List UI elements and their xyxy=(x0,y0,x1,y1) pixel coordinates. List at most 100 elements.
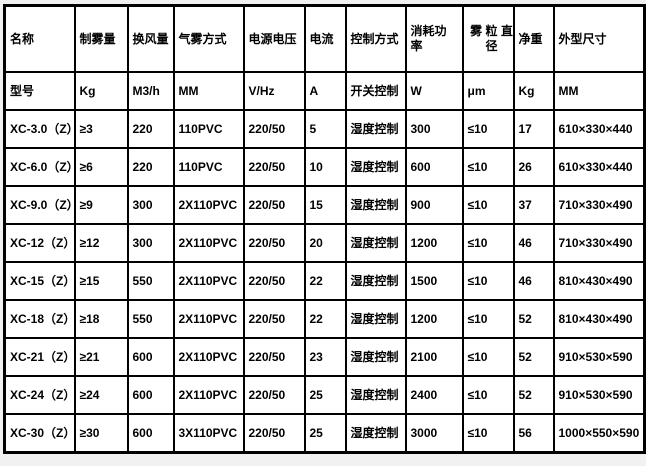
cell-air-exchange: 220 xyxy=(126,147,175,187)
cell-air-exchange: 600 xyxy=(126,375,175,415)
spec-table: 名称 制雾量 换风量 气雾方式 电源电压 电流 控制方式 消耗功率 雾 粒 直 … xyxy=(3,4,646,454)
cell-net-weight: 37 xyxy=(512,185,555,225)
cell-model: XC-15（Z） xyxy=(3,261,76,301)
cell-voltage: 220/50 xyxy=(242,185,306,225)
unit-control-method: 开关控制 xyxy=(344,71,407,111)
cell-dimensions: 810×430×490 xyxy=(552,261,646,301)
header-control-method: 控制方式 xyxy=(344,4,407,73)
cell-air-exchange: 220 xyxy=(126,109,175,149)
cell-particle-diameter: ≤10 xyxy=(461,337,515,377)
header-air-exchange: 换风量 xyxy=(126,4,175,73)
unit-particle-diameter: μm xyxy=(461,71,515,111)
cell-aerosol-method: 110PVC xyxy=(172,147,245,187)
cell-voltage: 220/50 xyxy=(242,337,306,377)
cell-model: XC-12（Z） xyxy=(3,223,76,263)
cell-fog-output: ≥24 xyxy=(73,375,129,415)
cell-fog-output: ≥30 xyxy=(73,413,129,454)
cell-dimensions: 610×330×440 xyxy=(552,147,646,187)
cell-particle-diameter: ≤10 xyxy=(461,413,515,454)
cell-fog-output: ≥9 xyxy=(73,185,129,225)
table-row-xc-24: XC-24（Z） ≥24 600 2X110PVC 220/50 25 湿度控制… xyxy=(3,375,646,415)
cell-particle-diameter: ≤10 xyxy=(461,299,515,339)
cell-particle-diameter: ≤10 xyxy=(461,147,515,187)
header-fog-output: 制雾量 xyxy=(73,4,129,73)
cell-air-exchange: 300 xyxy=(126,185,175,225)
cell-aerosol-method: 110PVC xyxy=(172,109,245,149)
cell-current: 15 xyxy=(303,185,347,225)
unit-row: 型号 Kg M3/h MM V/Hz A 开关控制 W μm Kg MM xyxy=(3,71,646,111)
unit-power-consumption: W xyxy=(404,71,464,111)
header-voltage: 电源电压 xyxy=(242,4,306,73)
header-dimensions: 外型尺寸 xyxy=(552,4,646,73)
cell-power-consumption: 300 xyxy=(404,109,464,149)
cell-power-consumption: 900 xyxy=(404,185,464,225)
cell-dimensions: 910×530×590 xyxy=(552,337,646,377)
cell-dimensions: 610×330×440 xyxy=(552,109,646,149)
cell-aerosol-method: 2X110PVC xyxy=(172,337,245,377)
cell-voltage: 220/50 xyxy=(242,299,306,339)
unit-dimensions: MM xyxy=(552,71,646,111)
cell-current: 25 xyxy=(303,375,347,415)
table-row-xc-30: XC-30（Z） ≥30 600 3X110PVC 220/50 25 湿度控制… xyxy=(3,413,646,454)
cell-current: 23 xyxy=(303,337,347,377)
cell-current: 5 xyxy=(303,109,347,149)
cell-fog-output: ≥21 xyxy=(73,337,129,377)
cell-control-method: 湿度控制 xyxy=(344,147,407,187)
cell-model: XC-3.0（Z） xyxy=(3,109,76,149)
table-row-xc-21: XC-21（Z） ≥21 600 2X110PVC 220/50 23 湿度控制… xyxy=(3,337,646,377)
cell-air-exchange: 300 xyxy=(126,223,175,263)
cell-model: XC-24（Z） xyxy=(3,375,76,415)
cell-control-method: 湿度控制 xyxy=(344,299,407,339)
cell-net-weight: 17 xyxy=(512,109,555,149)
cell-dimensions: 710×330×490 xyxy=(552,223,646,263)
cell-model: XC-21（Z） xyxy=(3,337,76,377)
table-row-xc-12: XC-12（Z） ≥12 300 2X110PVC 220/50 20 湿度控制… xyxy=(3,223,646,263)
cell-power-consumption: 2100 xyxy=(404,337,464,377)
cell-model: XC-9.0（Z） xyxy=(3,185,76,225)
cell-aerosol-method: 2X110PVC xyxy=(172,223,245,263)
cell-fog-output: ≥6 xyxy=(73,147,129,187)
cell-particle-diameter: ≤10 xyxy=(461,375,515,415)
cell-particle-diameter: ≤10 xyxy=(461,185,515,225)
cell-net-weight: 56 xyxy=(512,413,555,454)
table-row-xc-9: XC-9.0（Z） ≥9 300 2X110PVC 220/50 15 湿度控制… xyxy=(3,185,646,225)
cell-control-method: 湿度控制 xyxy=(344,337,407,377)
cell-current: 10 xyxy=(303,147,347,187)
cell-fog-output: ≥3 xyxy=(73,109,129,149)
cell-net-weight: 46 xyxy=(512,223,555,263)
cell-current: 25 xyxy=(303,413,347,454)
cell-control-method: 湿度控制 xyxy=(344,223,407,263)
header-power-consumption: 消耗功率 xyxy=(404,4,464,73)
cell-control-method: 湿度控制 xyxy=(344,375,407,415)
unit-model-label: 型号 xyxy=(3,71,76,111)
cell-voltage: 220/50 xyxy=(242,413,306,454)
cell-power-consumption: 1200 xyxy=(404,223,464,263)
cell-voltage: 220/50 xyxy=(242,375,306,415)
cell-control-method: 湿度控制 xyxy=(344,261,407,301)
cell-net-weight: 26 xyxy=(512,147,555,187)
unit-current: A xyxy=(303,71,347,111)
cell-dimensions: 710×330×490 xyxy=(552,185,646,225)
cell-voltage: 220/50 xyxy=(242,109,306,149)
cell-aerosol-method: 2X110PVC xyxy=(172,375,245,415)
unit-net-weight: Kg xyxy=(512,71,555,111)
header-name: 名称 xyxy=(3,4,76,73)
cell-particle-diameter: ≤10 xyxy=(461,261,515,301)
cell-particle-diameter: ≤10 xyxy=(461,109,515,149)
unit-fog-output: Kg xyxy=(73,71,129,111)
cell-power-consumption: 2400 xyxy=(404,375,464,415)
cell-net-weight: 52 xyxy=(512,375,555,415)
cell-air-exchange: 600 xyxy=(126,413,175,454)
cell-voltage: 220/50 xyxy=(242,147,306,187)
cell-control-method: 湿度控制 xyxy=(344,413,407,454)
cell-dimensions: 1000×550×590 xyxy=(552,413,646,454)
cell-model: XC-6.0（Z） xyxy=(3,147,76,187)
cell-aerosol-method: 3X110PVC xyxy=(172,413,245,454)
unit-air-exchange: M3/h xyxy=(126,71,175,111)
cell-aerosol-method: 2X110PVC xyxy=(172,299,245,339)
unit-voltage: V/Hz xyxy=(242,71,306,111)
cell-current: 22 xyxy=(303,299,347,339)
cell-voltage: 220/50 xyxy=(242,261,306,301)
cell-model: XC-30（Z） xyxy=(3,413,76,454)
